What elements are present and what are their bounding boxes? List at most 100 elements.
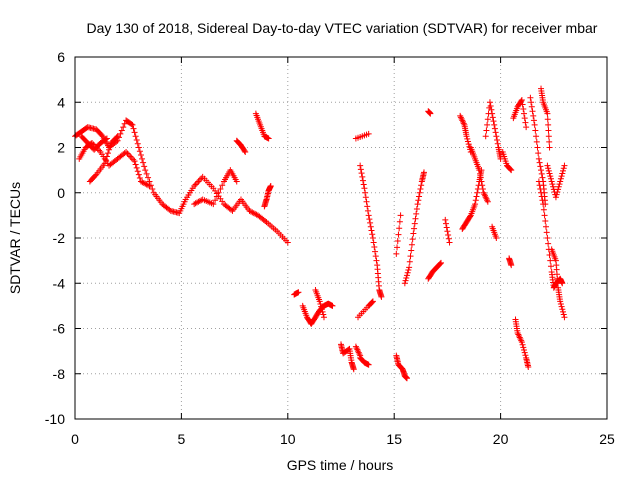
data-point xyxy=(442,220,449,227)
data-point xyxy=(521,349,528,356)
x-tick-label: 15 xyxy=(386,431,402,447)
data-point xyxy=(418,182,425,189)
data-point xyxy=(403,375,410,382)
data-point xyxy=(409,236,416,243)
chart-title: Day 130 of 2018, Sidereal Day-to-day VTE… xyxy=(87,20,598,36)
y-axis-label: SDTVAR / TECUs xyxy=(7,182,23,294)
data-point xyxy=(477,174,484,181)
y-tick-label: 0 xyxy=(57,185,65,201)
data-point xyxy=(558,303,565,310)
data-point xyxy=(489,110,496,117)
data-point xyxy=(546,170,553,177)
data-point xyxy=(141,163,148,170)
data-point xyxy=(113,134,120,141)
y-tick-label: 2 xyxy=(57,140,65,156)
data-point xyxy=(106,146,113,153)
data-point xyxy=(411,220,418,227)
data-point xyxy=(555,183,562,190)
y-tick-label: -2 xyxy=(53,230,66,246)
data-point xyxy=(361,185,368,192)
data-point xyxy=(541,212,548,219)
data-point xyxy=(438,259,445,266)
data-point xyxy=(484,198,491,205)
data-point xyxy=(521,110,528,117)
data-point xyxy=(394,244,401,251)
data-point xyxy=(536,159,543,166)
data-point xyxy=(560,311,567,318)
data-point xyxy=(528,103,535,110)
data-point xyxy=(535,155,542,162)
data-point xyxy=(407,253,414,260)
data-point xyxy=(103,153,110,160)
data-point xyxy=(267,182,274,189)
data-point xyxy=(103,135,110,142)
data-point xyxy=(192,181,199,188)
data-point xyxy=(395,231,402,238)
data-point xyxy=(363,198,370,205)
data-point xyxy=(444,228,451,235)
data-point xyxy=(493,235,500,241)
data-point xyxy=(535,150,542,157)
data-point xyxy=(557,175,564,182)
data-point xyxy=(369,231,376,238)
data-point xyxy=(318,303,325,310)
data-point xyxy=(364,203,371,210)
data-point xyxy=(131,158,138,165)
data-point xyxy=(104,150,111,157)
data-point xyxy=(555,186,562,193)
data-point xyxy=(493,133,500,140)
data-point xyxy=(405,267,412,274)
data-point xyxy=(404,269,411,276)
data-point xyxy=(146,182,153,189)
data-point xyxy=(473,193,480,200)
data-point xyxy=(560,167,567,174)
data-point xyxy=(545,240,552,247)
data-point xyxy=(548,178,555,185)
data-point xyxy=(534,144,541,151)
x-tick-label: 20 xyxy=(493,431,509,447)
data-point xyxy=(494,140,501,147)
data-point xyxy=(357,166,364,173)
data-point xyxy=(133,164,140,171)
data-point xyxy=(369,298,376,305)
data-point xyxy=(410,230,417,237)
data-point xyxy=(464,138,471,145)
data-point xyxy=(241,147,248,154)
data-point xyxy=(538,167,545,174)
data-point xyxy=(295,289,302,296)
data-point xyxy=(317,300,324,307)
data-point xyxy=(472,197,479,204)
data-point xyxy=(539,197,546,204)
data-point xyxy=(396,218,403,225)
data-point xyxy=(378,293,385,300)
data-point xyxy=(538,189,545,196)
data-point xyxy=(484,121,491,128)
data-point xyxy=(114,133,121,140)
data-point xyxy=(532,127,539,134)
data-point xyxy=(408,247,415,254)
y-tick-label: -8 xyxy=(53,366,66,382)
data-point xyxy=(140,159,147,166)
data-point xyxy=(478,178,485,185)
data-point xyxy=(525,363,532,370)
data-point xyxy=(559,306,566,313)
data-point xyxy=(467,213,474,220)
data-point xyxy=(530,112,537,119)
data-point xyxy=(494,136,501,143)
data-point xyxy=(443,224,450,231)
data-point xyxy=(413,210,420,217)
data-point xyxy=(365,212,372,219)
data-point xyxy=(518,339,525,346)
data-point xyxy=(132,161,139,168)
data-point xyxy=(134,140,141,147)
y-tick-label: -10 xyxy=(45,411,65,427)
data-point xyxy=(559,170,566,177)
data-point xyxy=(367,219,374,226)
data-point xyxy=(552,194,559,201)
data-point xyxy=(445,235,452,242)
data-point xyxy=(371,244,378,251)
data-point xyxy=(535,178,542,185)
data-point xyxy=(539,174,546,181)
